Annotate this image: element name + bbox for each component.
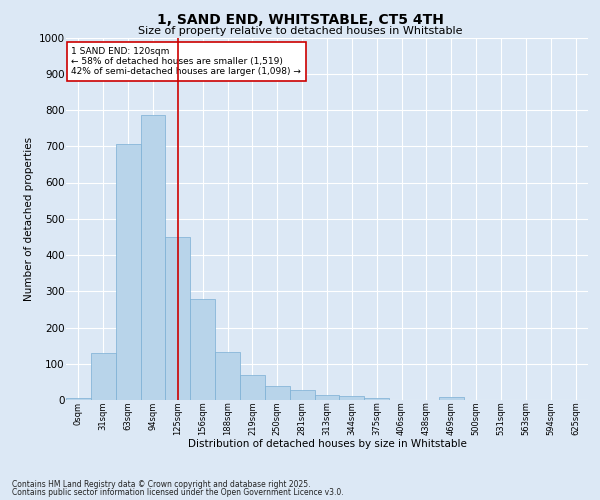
Text: 1, SAND END, WHITSTABLE, CT5 4TH: 1, SAND END, WHITSTABLE, CT5 4TH xyxy=(157,12,443,26)
Bar xyxy=(166,237,190,400)
Bar xyxy=(190,299,215,400)
Text: 1 SAND END: 120sqm
← 58% of detached houses are smaller (1,519)
42% of semi-deta: 1 SAND END: 120sqm ← 58% of detached hou… xyxy=(71,46,301,76)
Bar xyxy=(116,144,140,400)
X-axis label: Distribution of detached houses by size in Whitstable: Distribution of detached houses by size … xyxy=(188,440,466,450)
Bar xyxy=(140,116,166,400)
Bar xyxy=(364,398,389,400)
Bar xyxy=(265,386,290,400)
Text: Contains HM Land Registry data © Crown copyright and database right 2025.: Contains HM Land Registry data © Crown c… xyxy=(12,480,311,489)
Bar xyxy=(240,374,265,400)
Bar xyxy=(215,352,240,400)
Bar xyxy=(439,397,464,400)
Bar xyxy=(66,398,91,400)
Text: Contains public sector information licensed under the Open Government Licence v3: Contains public sector information licen… xyxy=(12,488,344,497)
Text: Size of property relative to detached houses in Whitstable: Size of property relative to detached ho… xyxy=(138,26,462,36)
Bar xyxy=(314,394,340,400)
Y-axis label: Number of detached properties: Number of detached properties xyxy=(25,136,34,301)
Bar xyxy=(290,390,314,400)
Bar xyxy=(91,353,116,400)
Bar xyxy=(340,396,364,400)
